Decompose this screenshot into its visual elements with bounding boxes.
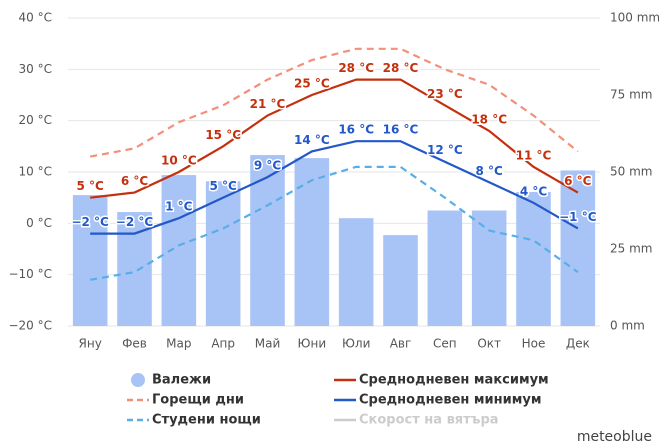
- bar: [427, 210, 463, 326]
- bar: [516, 192, 551, 326]
- bar: [338, 218, 374, 326]
- bar: [471, 210, 507, 326]
- x-tick-label: Сеп: [433, 337, 457, 351]
- data-label: 11 °C: [516, 148, 552, 162]
- bar: [117, 212, 152, 326]
- line: [89, 165, 579, 281]
- data-label: 28 °C: [383, 61, 419, 75]
- x-tick-label: Окт: [477, 337, 501, 351]
- bar: [161, 175, 197, 326]
- y2-tick-label: 100 mm: [610, 11, 659, 25]
- bar: [250, 155, 285, 326]
- data-label: 5 °C: [209, 179, 237, 193]
- data-label: 6 °C: [121, 174, 149, 188]
- data-label: 4 °C: [520, 184, 548, 198]
- legend-label: Горещи дни: [152, 393, 244, 408]
- bar: [72, 195, 108, 326]
- y-tick-label: −20 °C: [8, 319, 52, 333]
- data-label: 10 °C: [161, 154, 197, 168]
- x-tick-label: Юни: [298, 337, 327, 351]
- data-label: 1 °C: [165, 200, 193, 214]
- line: [89, 47, 579, 158]
- data-label: 18 °C: [471, 112, 507, 126]
- bar: [383, 235, 418, 326]
- data-label: 25 °C: [294, 77, 330, 91]
- bar: [560, 170, 596, 326]
- y-tick-label: 30 °C: [19, 62, 52, 76]
- legend-icon: [131, 373, 145, 387]
- y2-tick-label: 75 mm: [610, 88, 652, 102]
- y-tick-label: 0 °C: [26, 216, 52, 230]
- data-label: 8 °C: [475, 164, 503, 178]
- watermark: meteoblue: [577, 429, 652, 444]
- data-label: 16 °C: [383, 123, 419, 137]
- x-tick-label: Юли: [342, 337, 370, 351]
- x-tick-label: Ное: [522, 337, 546, 351]
- x-tick-label: Авг: [390, 337, 412, 351]
- x-tick-label: Апр: [211, 337, 235, 351]
- data-label: 15 °C: [205, 128, 241, 142]
- y-tick-label: 20 °C: [19, 113, 52, 127]
- data-label: 16 °C: [338, 123, 374, 137]
- legend-label: Студени нощи: [152, 413, 261, 428]
- y2-tick-label: 50 mm: [610, 165, 652, 179]
- y2-tick-label: 25 mm: [610, 242, 652, 256]
- x-tick-label: Яну: [79, 337, 102, 351]
- y-tick-label: 10 °C: [19, 165, 52, 179]
- legend-label: Среднодневен максимум: [359, 373, 549, 388]
- legend-label: Скорост на вятъра: [359, 413, 499, 428]
- data-label: 21 °C: [250, 97, 286, 111]
- data-label: −1 °C: [559, 210, 597, 224]
- data-label: 5 °C: [76, 179, 104, 193]
- data-label: −2 °C: [116, 215, 154, 229]
- y-tick-label: 40 °C: [19, 11, 52, 25]
- bar: [294, 158, 330, 326]
- bar: [205, 181, 241, 326]
- data-label: 12 °C: [427, 143, 463, 157]
- line: [90, 140, 579, 235]
- line: [90, 78, 579, 199]
- x-tick-label: Фев: [122, 337, 147, 351]
- y2-tick-label: 0 mm: [610, 319, 645, 333]
- x-tick-label: Мар: [166, 337, 191, 351]
- data-label: 28 °C: [338, 61, 374, 75]
- legend-label: Среднодневен минимум: [359, 393, 541, 408]
- data-label: 6 °C: [564, 174, 592, 188]
- legend-label: Валежи: [152, 373, 211, 388]
- data-label: 14 °C: [294, 133, 330, 147]
- x-tick-label: Дек: [566, 337, 590, 351]
- y-tick-label: −10 °C: [8, 267, 52, 281]
- data-label: 9 °C: [254, 159, 282, 173]
- x-tick-label: Май: [255, 337, 281, 351]
- data-label: 23 °C: [427, 87, 463, 101]
- data-label: −2 °C: [71, 215, 109, 229]
